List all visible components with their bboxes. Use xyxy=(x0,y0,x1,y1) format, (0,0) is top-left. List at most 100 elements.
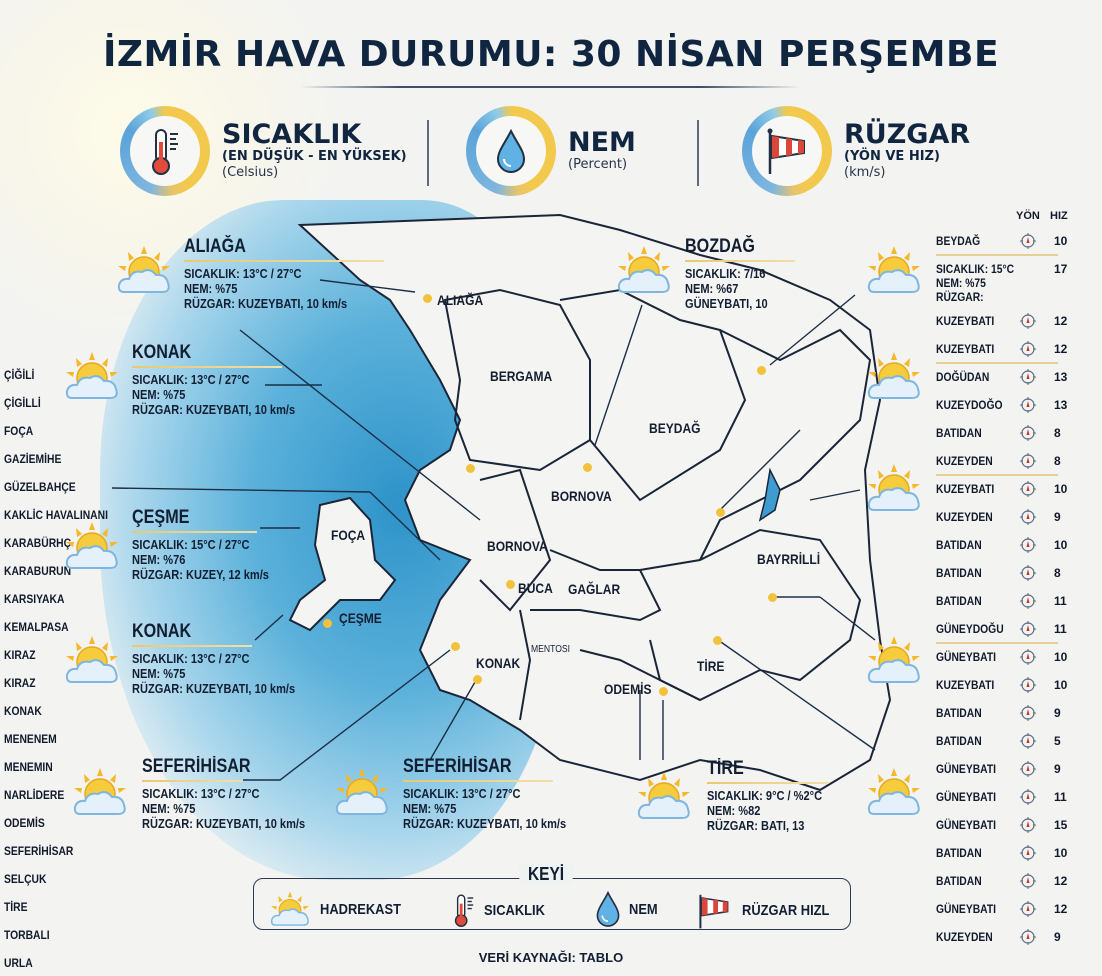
wind-table-header-speed: HIZ xyxy=(1050,210,1068,222)
partly-cloudy-icon xyxy=(70,766,130,818)
header-separator xyxy=(427,120,429,186)
location-dot xyxy=(713,636,722,645)
compass-icon xyxy=(1020,233,1036,249)
map-label-aliaga: ALIAĞA xyxy=(437,292,484,308)
city-list: ÇİĞİLİ ÇİGİLLİ FOÇA GAZİEMİHE GÜZELBAHÇE… xyxy=(4,368,125,976)
wind-table-row: GÜNEYDOĞU 11 xyxy=(936,622,1096,650)
city-list-item: KAKLİC HAVALINANI xyxy=(4,508,108,522)
wind-table-divider xyxy=(936,362,1058,364)
legend-item-forecast: HADREKAST xyxy=(268,890,414,928)
wind-table-row: BATIDAN 5 xyxy=(936,734,1096,762)
city-card-tire: TİRE SICAKLIK: 9°C / %2°C NEM: %82 RÜZGA… xyxy=(707,758,829,833)
temperature-ring xyxy=(120,106,210,196)
city-card-konak-2: KONAK SICAKLIK: 13°C / 27°C NEM: %75 RÜZ… xyxy=(132,621,296,696)
wind-table-row: KUZEYBATI 10 xyxy=(936,482,1096,510)
partly-cloudy-icon xyxy=(864,766,924,818)
card-wind: RÜZGAR: KUZEY, 12 km/s xyxy=(132,567,269,582)
location-dot xyxy=(466,464,475,473)
wind-table-info: SICAKLIK: 15°C NEM: %75 RÜZGAR: 17 xyxy=(936,262,1096,312)
windsock-icon xyxy=(767,128,805,174)
card-wind: RÜZGAR: KUZEYBATI, 10 km/s xyxy=(132,681,296,696)
wind-direction: GÜNEYBATI xyxy=(936,790,997,804)
wind-table-row: GÜNEYBATI 10 xyxy=(936,650,1096,678)
compass-icon xyxy=(1020,929,1036,945)
header-humidity: NEM (Percent) xyxy=(466,106,636,196)
location-dot xyxy=(583,463,592,472)
card-title: ALIAĞA xyxy=(184,236,246,257)
compass-icon xyxy=(1020,369,1036,385)
city-card-cesme: ÇEŞME SICAKLIK: 15°C / 27°C NEM: %76 RÜZ… xyxy=(132,507,269,582)
data-source: VERİ KAYNAĞI: TABLO xyxy=(478,950,624,965)
compass-icon xyxy=(1020,537,1036,553)
compass-icon xyxy=(1020,425,1036,441)
wind-table-row: KUZEYDEN 9 xyxy=(936,510,1096,538)
wind-direction: BATIDAN xyxy=(936,706,982,720)
location-dot xyxy=(716,508,725,517)
wind-direction: GÜNEYBATI xyxy=(936,818,997,832)
compass-icon xyxy=(1020,733,1036,749)
map-label-cesme: ÇEŞME xyxy=(339,610,382,626)
wind-speed: 10 xyxy=(1054,234,1068,248)
city-card-seferihisar-2: SEFERİHİSAR SICAKLIK: 13°C / 27°C NEM: %… xyxy=(403,756,566,831)
wind-direction: BATIDAN xyxy=(936,426,982,440)
compass-icon xyxy=(1020,901,1036,917)
card-humidity: NEM: %67 xyxy=(685,281,739,296)
humidity-unit: (Percent) xyxy=(568,157,628,172)
wind-table-divider xyxy=(936,642,1058,644)
title-divider xyxy=(300,86,800,88)
wind-speed: 13 xyxy=(1054,398,1068,412)
wind-speed: 8 xyxy=(1054,454,1061,468)
wind-table-row: BATIDAN 12 xyxy=(936,874,1096,902)
city-list-item: KARABÜRHÇ xyxy=(4,536,72,550)
wind-table-row: BATIDAN 10 xyxy=(936,538,1096,566)
city-list-item: TİRE xyxy=(4,900,28,914)
wind-table-row: BATIDAN 8 xyxy=(936,426,1096,454)
wind-direction: GÜNEYDOĞU xyxy=(936,622,1004,636)
card-humidity: NEM: %75 xyxy=(184,281,238,296)
wind-direction: KUZEYDEN xyxy=(936,930,993,944)
map-label-buca: BUCA xyxy=(518,580,553,596)
wind-direction: KUZEYDEN xyxy=(936,510,993,524)
card-divider xyxy=(132,645,252,647)
location-dot xyxy=(757,366,766,375)
city-list-item: KARSIYAKA xyxy=(4,592,65,606)
city-list-item: KIRAZ xyxy=(4,648,36,662)
partly-cloudy-icon xyxy=(864,462,924,514)
card-title: KONAK xyxy=(132,342,192,363)
water-drop-icon xyxy=(496,129,526,173)
water-drop-icon xyxy=(596,890,620,927)
wind-direction: KUZEYDOĞO xyxy=(936,398,1003,412)
map-label-mentosi: MENTOSI xyxy=(531,644,571,655)
wind-speed: 13 xyxy=(1054,370,1068,384)
compass-icon xyxy=(1020,313,1036,329)
compass-icon xyxy=(1020,621,1036,637)
wind-table-row: DOĞÜDAN 13 xyxy=(936,370,1096,398)
wind-unit: (km/s) xyxy=(844,165,886,180)
card-temperature: SICAKLIK: 13°C / 27°C xyxy=(403,786,521,801)
card-divider xyxy=(403,780,553,782)
legend-label: NEM xyxy=(629,900,658,918)
wind-speed: 9 xyxy=(1054,930,1061,944)
card-temperature: SICAKLIK: 9°C / %2°C xyxy=(707,788,823,803)
wind-table-row: KUZEYDEN 8 xyxy=(936,454,1096,482)
wind-direction: KUZEYBATI xyxy=(936,314,995,328)
wind-table-row: KUZEYDOĞO 13 xyxy=(936,398,1096,426)
humidity-ring xyxy=(466,106,556,196)
partly-cloudy-icon xyxy=(268,890,312,928)
card-temperature: SICAKLIK: 13°C / 27°C xyxy=(142,786,260,801)
wind-direction: KUZEYBATI xyxy=(936,342,995,356)
card-title: KONAK xyxy=(132,621,192,642)
city-list-item: FOÇA xyxy=(4,424,34,438)
wind-table-row: KUZEYBATI 12 xyxy=(936,342,1096,370)
wind-direction: KUZEYBATI xyxy=(936,482,995,496)
city-list-item: NARLİDERE xyxy=(4,788,65,802)
map-label-bayrrilli: BAYRRİLLİ xyxy=(757,551,821,567)
legend-item-wind: RÜZGAR HIZL xyxy=(694,890,844,930)
compass-icon xyxy=(1020,761,1036,777)
wind-speed: 17 xyxy=(1054,262,1068,276)
wind-speed: 10 xyxy=(1054,678,1068,692)
city-list-item: KONAK xyxy=(4,704,42,718)
city-card-bozdag: BOZDAĞ SICAKLIK: 7/16 NEM: %67 GÜNEYBATI… xyxy=(685,236,795,311)
card-temperature: SICAKLIK: 13°C / 27°C xyxy=(132,372,250,387)
city-list-item: KEMALPASA xyxy=(4,620,69,634)
